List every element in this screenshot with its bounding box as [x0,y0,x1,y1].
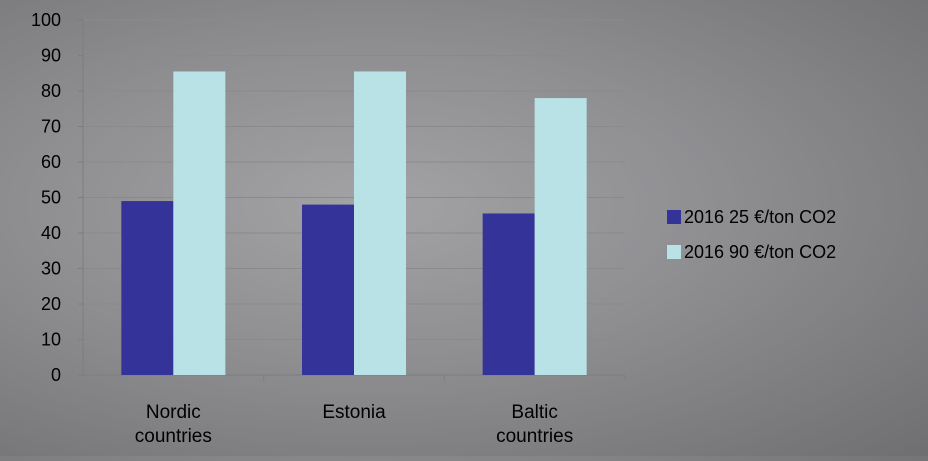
y-tick-label: 60 [41,152,61,172]
y-tick-label: 100 [31,10,61,30]
x-tick-label: Estonia [322,402,386,423]
y-tick-label: 40 [41,223,61,243]
bar-series-1 [121,201,174,375]
x-tick-label: Nordic countries [135,402,212,447]
y-tick-label: 20 [41,294,61,314]
y-tick-labels: 0 10 20 30 40 50 60 70 80 90 100 [31,10,61,385]
bar-series-1 [302,204,354,375]
legend-swatch [667,245,681,259]
y-tick-label: 10 [41,330,61,350]
y-tick-label: 90 [41,46,61,66]
legend-swatch [667,210,681,224]
bar-series-2 [534,98,587,375]
y-tick-label: 70 [41,117,61,137]
legend-label: 2016 25 €/ton CO2 [684,207,836,227]
bars [121,71,587,375]
y-tick-label: 80 [41,81,61,101]
bar-series-2 [354,71,406,375]
y-tick-label: 50 [41,188,61,208]
x-tick-labels: Nordic countries Estonia Baltic countries [135,402,573,447]
legend: 2016 25 €/ton CO2 2016 90 €/ton CO2 [667,207,836,262]
bar-series-1 [482,213,535,375]
y-tick-label: 30 [41,259,61,279]
bar-series-2 [173,71,226,375]
y-tick-label: 0 [51,365,61,385]
legend-label: 2016 90 €/ton CO2 [684,242,836,262]
x-tick-label: Baltic countries [496,402,573,447]
